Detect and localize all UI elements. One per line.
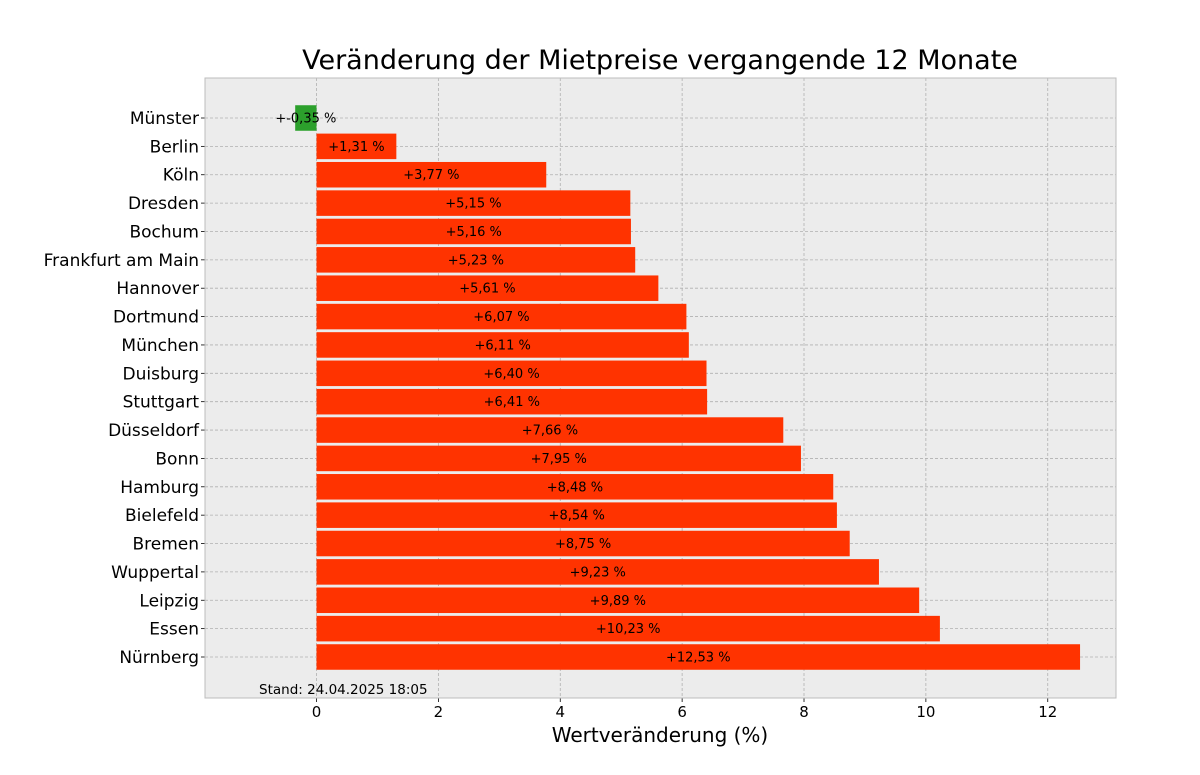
x-tick-label: 4	[555, 703, 565, 721]
y-tick-label: Köln	[163, 166, 199, 186]
x-tick-label: 8	[799, 703, 809, 721]
x-tick-label: 12	[1038, 703, 1057, 721]
y-tick-label: Düsseldorf	[108, 421, 200, 441]
y-tick-label: Frankfurt am Main	[44, 251, 199, 271]
bar	[316, 417, 784, 443]
y-tick-label: Hamburg	[120, 478, 199, 498]
chart-title: Veränderung der Mietpreise vergangende 1…	[302, 45, 1018, 76]
bar	[316, 161, 547, 188]
y-tick-label: Hannover	[116, 279, 199, 299]
x-axis-label: Wertveränderung (%)	[552, 723, 769, 747]
data-label: +3,77 %	[403, 168, 459, 183]
data-label: +6,41 %	[484, 395, 540, 410]
y-tick-label: Bochum	[129, 222, 199, 242]
y-tick-label: Bonn	[155, 449, 199, 469]
data-label: +8,48 %	[547, 480, 603, 495]
data-label: +9,23 %	[570, 565, 626, 580]
timestamp-annotation: Stand: 24.04.2025 18:05	[259, 682, 428, 698]
y-axis-ticks: Münster Berlin Köln Dresden Bochum Frankfurt …	[44, 109, 205, 668]
bar	[316, 190, 631, 216]
bar	[316, 474, 834, 500]
data-label: +5,61 %	[459, 282, 515, 297]
data-label: +5,15 %	[445, 197, 501, 212]
plot-frame	[204, 77, 1117, 699]
data-label: +6,07 %	[473, 310, 529, 325]
data-labels: +-0,35 % +1,31 % +3,77 % +5,15 % +5,16 % +5,2…	[275, 112, 730, 666]
bar	[316, 388, 708, 415]
bar	[316, 502, 837, 528]
data-label: +8,75 %	[555, 537, 611, 552]
y-tick-label: Berlin	[150, 137, 199, 157]
x-tick-label: 2	[434, 703, 444, 721]
bar	[316, 133, 397, 160]
data-label: +7,95 %	[531, 452, 587, 467]
y-tick-label: München	[121, 336, 199, 356]
bar	[295, 105, 317, 131]
data-label: +10,23 %	[596, 622, 661, 637]
data-label: +12,53 %	[666, 651, 731, 666]
bar	[316, 218, 631, 245]
data-label: +1,31 %	[328, 140, 384, 155]
bars	[295, 105, 1081, 670]
y-tick-label: Münster	[130, 109, 199, 129]
x-tick-label: 6	[677, 703, 687, 721]
y-tick-label: Bielefeld	[125, 506, 199, 526]
data-label: +6,11 %	[475, 338, 531, 353]
bar	[316, 615, 940, 642]
x-tick-label: 0	[312, 703, 322, 721]
data-label: +6,40 %	[483, 367, 539, 382]
data-label: +5,23 %	[448, 253, 504, 268]
bar	[316, 247, 636, 273]
data-label: +-0,35 %	[275, 112, 336, 127]
y-tick-label: Dortmund	[113, 308, 199, 328]
x-axis-ticks: 0 2 4 6 8 10 12	[312, 698, 1057, 721]
data-label: +8,54 %	[549, 509, 605, 524]
bar	[316, 559, 879, 585]
bar	[316, 275, 659, 301]
y-tick-label: Bremen	[132, 535, 199, 555]
bar	[316, 303, 687, 330]
data-label: +7,66 %	[522, 424, 578, 439]
bar	[316, 445, 801, 472]
bar	[316, 360, 707, 387]
y-tick-label: Leipzig	[139, 591, 199, 611]
y-tick-label: Essen	[149, 620, 199, 640]
data-label: +5,16 %	[446, 225, 502, 240]
bar	[316, 587, 920, 614]
bar	[316, 332, 689, 358]
data-label: +9,89 %	[590, 594, 646, 609]
y-tick-label: Wuppertal	[111, 563, 199, 583]
y-tick-label: Duisburg	[123, 364, 200, 384]
y-tick-label: Stuttgart	[123, 393, 200, 413]
y-tick-label: Nürnberg	[119, 648, 199, 668]
bar	[316, 644, 1081, 670]
x-tick-label: 10	[916, 703, 935, 721]
bar	[316, 530, 850, 557]
y-tick-label: Dresden	[128, 194, 199, 214]
